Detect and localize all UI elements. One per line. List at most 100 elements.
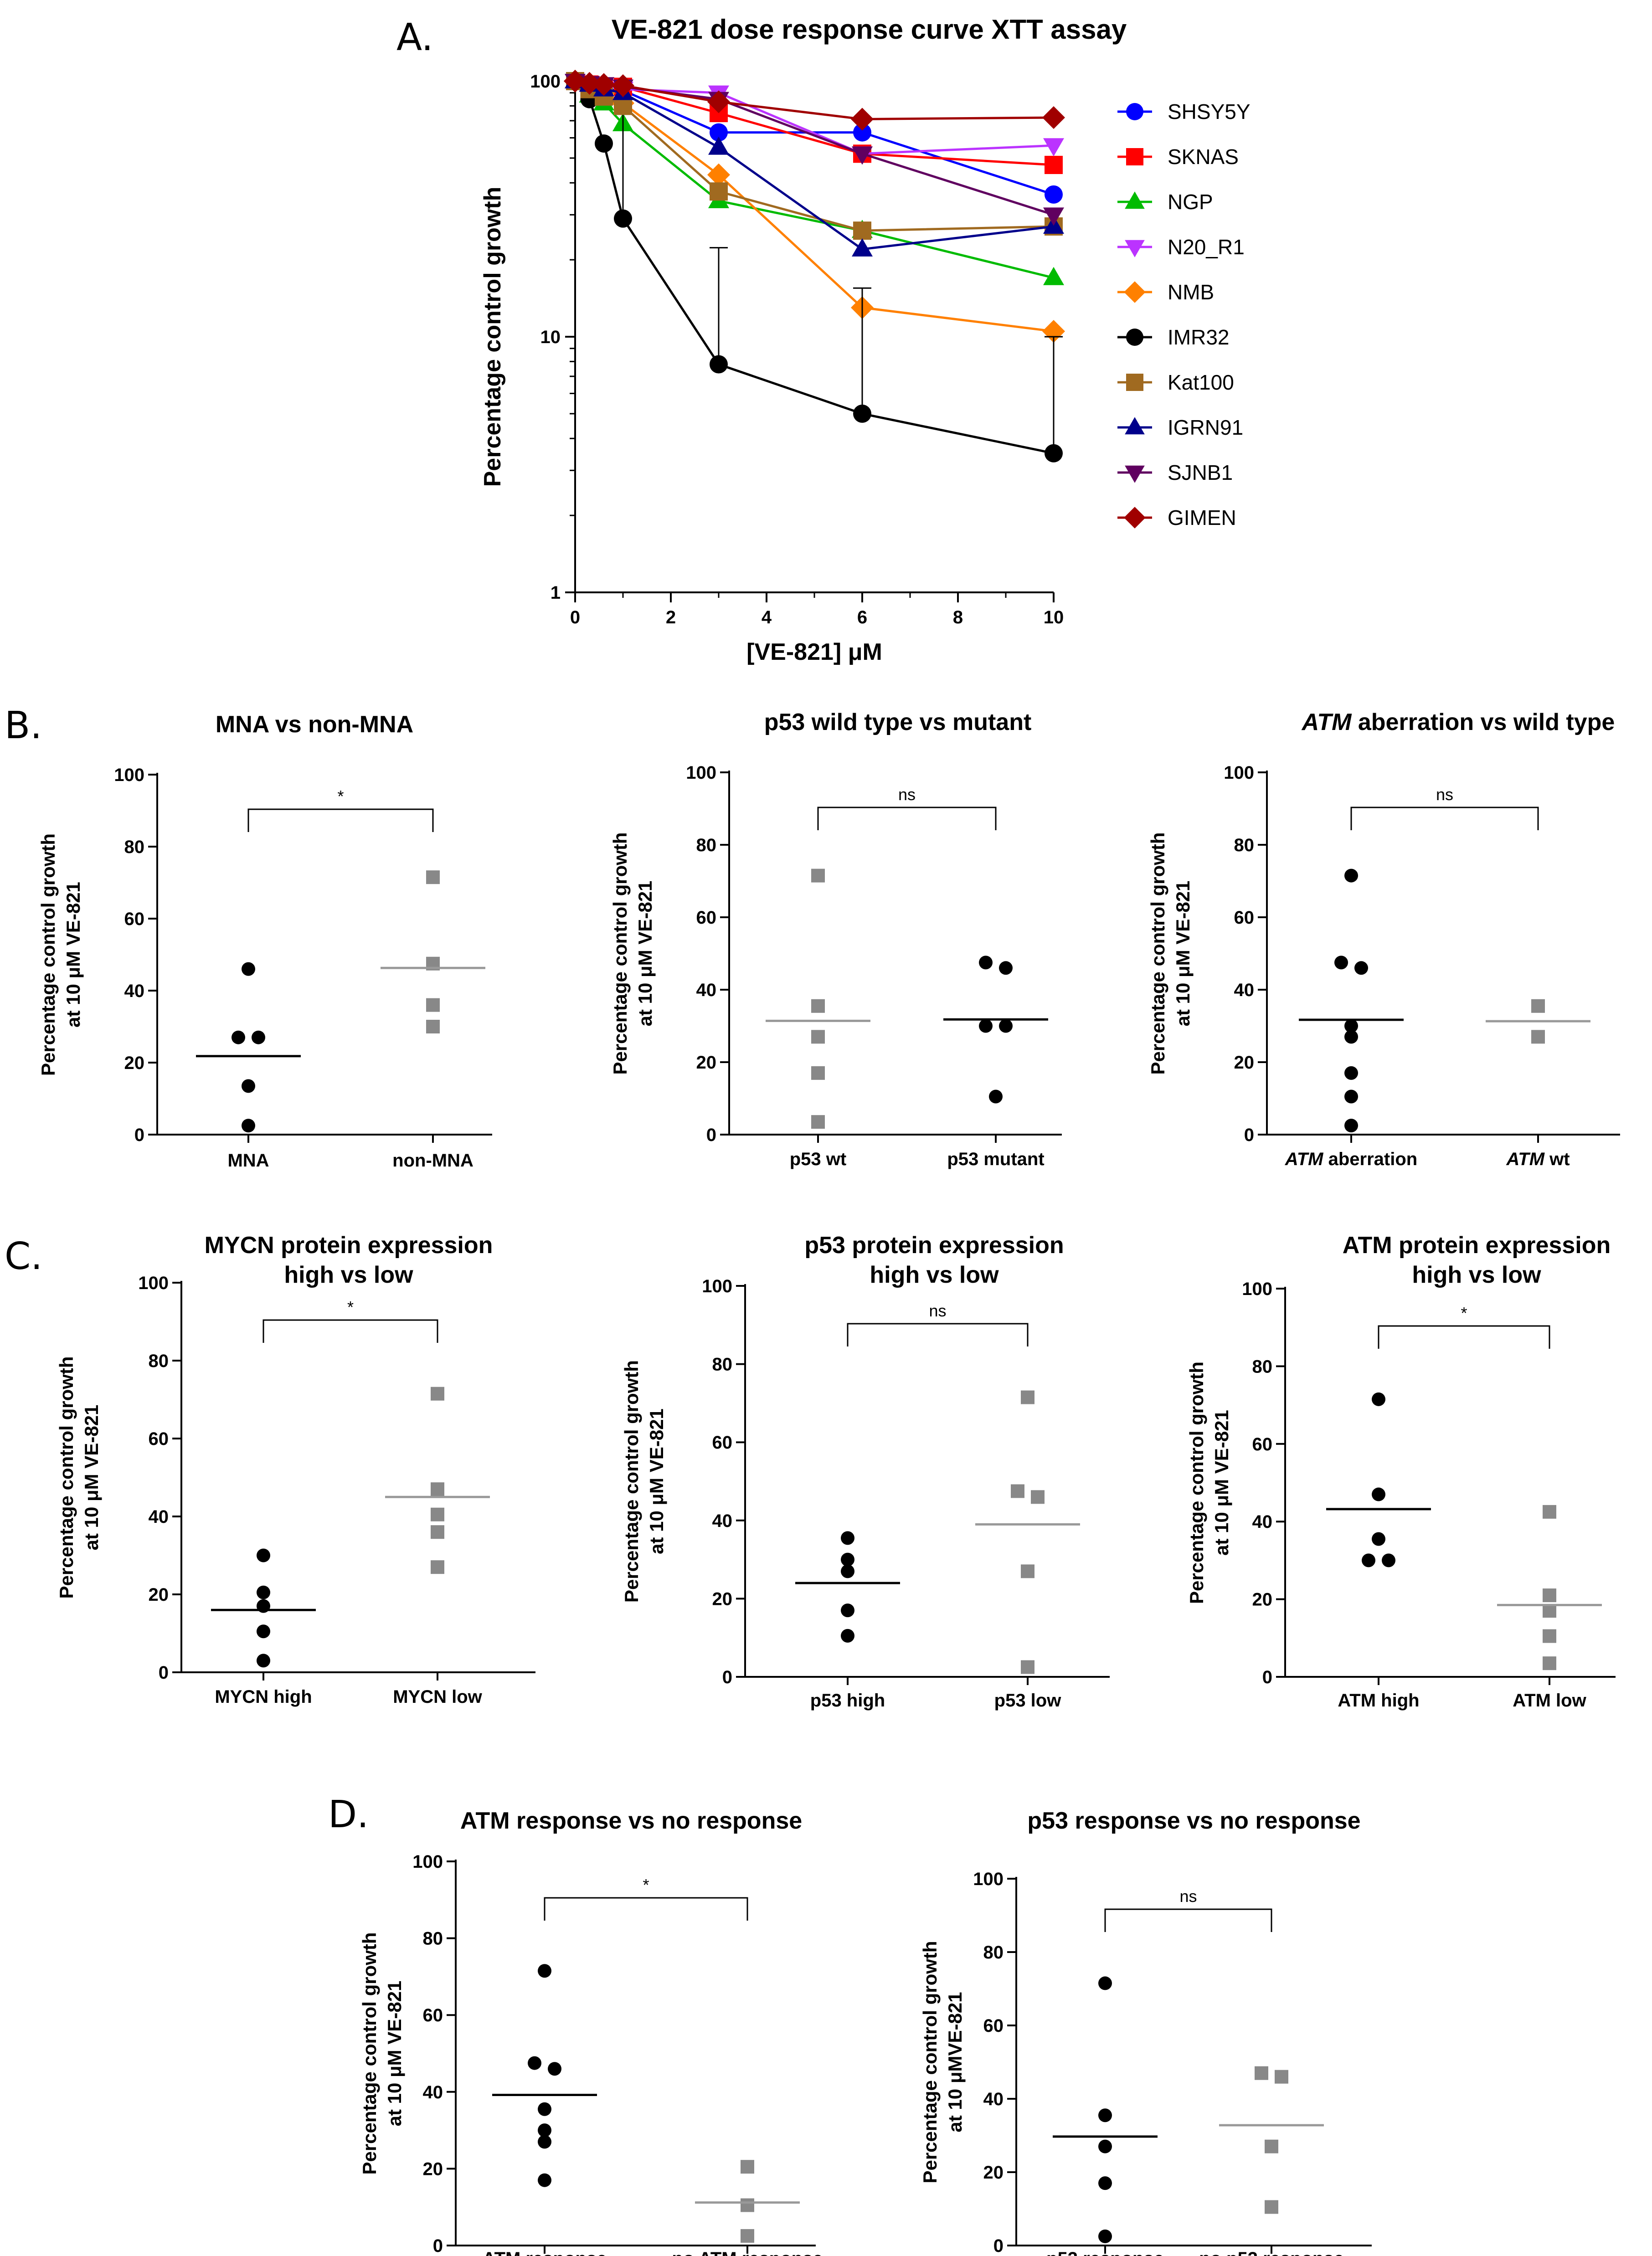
x-tick-label-rest: wt: [1544, 1149, 1570, 1169]
bracket-line: [262, 1319, 438, 1343]
data-point: [811, 999, 825, 1013]
p53-expression-scatter-chart: p53 protein expression high vs low 0 20 40 60…: [621, 1232, 1110, 1711]
y-tick-label: 60: [149, 1429, 169, 1449]
data-point-gimen: [612, 74, 634, 97]
chart-title: ATM response vs no response: [460, 1808, 802, 1834]
y-axis-label-line: at 10 μM VE-821: [1211, 1410, 1232, 1556]
data-point: [979, 956, 993, 970]
data-point: [1031, 1490, 1045, 1504]
y-tick-label: 20: [712, 1589, 733, 1609]
data-point: [252, 1030, 265, 1044]
legend-marker: [1126, 374, 1143, 391]
legend-label: NGP: [1168, 190, 1213, 214]
x-tick-label: ATM high: [1338, 1691, 1419, 1711]
data-point: [538, 2102, 551, 2116]
y-tick-label: 20: [149, 1585, 169, 1605]
data-point: [242, 962, 255, 976]
x-tick-label: ATM wt: [1506, 1149, 1570, 1169]
y-tick-label: 40: [124, 981, 145, 1001]
data-point: [1098, 2229, 1112, 2243]
y-axis-label-line: at 10 μM VE-821: [384, 1981, 405, 2127]
group-atm-low: ATM low: [1497, 1505, 1602, 1711]
series-gimen: [564, 70, 1065, 131]
x-tick-label: no ATM response: [672, 2249, 823, 2256]
y-tick-label: 20: [1252, 1590, 1273, 1610]
y-tick-label: 60: [124, 909, 145, 929]
legend-item-sjnb1: SJNB1: [1117, 461, 1233, 484]
x-tick-label: 10: [1044, 607, 1064, 627]
data-point-imr32: [710, 355, 728, 374]
y-tick-label: 60: [696, 908, 717, 928]
y-axis-label-line: Percentage control growth: [609, 832, 631, 1074]
data-point: [1098, 2108, 1112, 2122]
chart-title: p53 wild type vs mutant: [764, 709, 1032, 735]
x-tick-label: non-MNA: [392, 1151, 473, 1171]
y-tick-label: 20: [696, 1053, 717, 1073]
y-tick-label: 0: [1244, 1125, 1254, 1145]
y-tick-label: 0: [159, 1663, 169, 1683]
p53-status-scatter-chart: p53 wild type vs mutant 0 20 40 60 80 100 Perce…: [609, 709, 1062, 1169]
data-point: [811, 1115, 825, 1129]
data-point: [841, 1603, 854, 1618]
group-p53-mutant: p53 mutant: [943, 956, 1048, 1169]
data-point: [538, 2123, 551, 2138]
y-tick-label: 40: [1252, 1512, 1273, 1532]
legend-marker: [1126, 329, 1143, 346]
y-axis-label-line: at 10 μM VE-821: [1172, 881, 1194, 1027]
significance-bracket: ns: [817, 785, 997, 830]
atm-aberration-scatter-chart: ATM aberration vs wild type 0 20 40 60 80 100 P…: [1147, 709, 1620, 1169]
legend-marker: [1125, 191, 1145, 209]
data-point: [841, 1531, 854, 1545]
data-point: [1354, 961, 1368, 975]
data-point: [1021, 1660, 1034, 1674]
data-point: [741, 2229, 754, 2243]
data-point: [1265, 2139, 1278, 2153]
x-tick-label: 0: [570, 607, 580, 627]
data-point: [431, 1482, 444, 1496]
legend-label: SJNB1: [1168, 461, 1233, 484]
data-point-imr32: [1045, 444, 1063, 463]
x-tick-label: ATM response: [483, 2249, 607, 2256]
data-point: [841, 1564, 854, 1578]
group-p53-response: p53 response: [1046, 1976, 1164, 2256]
data-point: [426, 870, 440, 884]
legend-label: Kat100: [1168, 370, 1234, 394]
y-tick-label: 100: [1224, 763, 1254, 783]
data-point: [1372, 1392, 1385, 1406]
mna-scatter-chart: MNA vs non-MNA 0 20 40 60 80 100 Percentage con…: [37, 711, 492, 1171]
legend-label: IGRN91: [1168, 416, 1243, 439]
group-atm-wt: ATM wt: [1486, 999, 1590, 1169]
legend-label: GIMEN: [1168, 506, 1236, 529]
panel-label-b: B.: [5, 704, 42, 747]
data-point: [1255, 2066, 1268, 2080]
significance-label: *: [643, 1876, 649, 1894]
data-point: [1362, 1553, 1375, 1567]
data-point: [538, 2135, 551, 2149]
data-point: [1344, 868, 1358, 883]
y-tick-label: 40: [149, 1507, 169, 1527]
significance-label: ns: [1436, 785, 1453, 804]
y-tick-label: 80: [149, 1351, 169, 1371]
x-tick-label: ATM low: [1513, 1691, 1586, 1711]
group-atm-response: ATM response: [483, 1964, 607, 2256]
bracket-line: [1378, 1325, 1550, 1349]
y-tick-label: 40: [423, 2082, 443, 2102]
data-point: [538, 1964, 551, 1978]
chart-title: ATM aberration vs wild type: [1301, 709, 1615, 735]
data-point: [1344, 1089, 1358, 1104]
y-axis-label-line: Percentage control growth: [1147, 832, 1168, 1074]
series-nmb: [564, 70, 1065, 343]
data-point: [1344, 1119, 1358, 1133]
y-axis-label: Percentage control growth: [479, 187, 506, 487]
x-tick-label: no p53 response: [1199, 2249, 1344, 2256]
data-point-kat100: [853, 221, 871, 240]
significance-label: *: [1461, 1304, 1467, 1322]
data-point: [811, 1066, 825, 1080]
y-axis-label-line: Percentage control growth: [56, 1356, 77, 1598]
data-point: [979, 1019, 993, 1033]
y-tick-label: 100: [138, 1273, 169, 1293]
legend-marker: [1125, 417, 1145, 435]
y-tick-label: 100: [1242, 1279, 1272, 1299]
group-mna: MNA: [196, 962, 301, 1171]
